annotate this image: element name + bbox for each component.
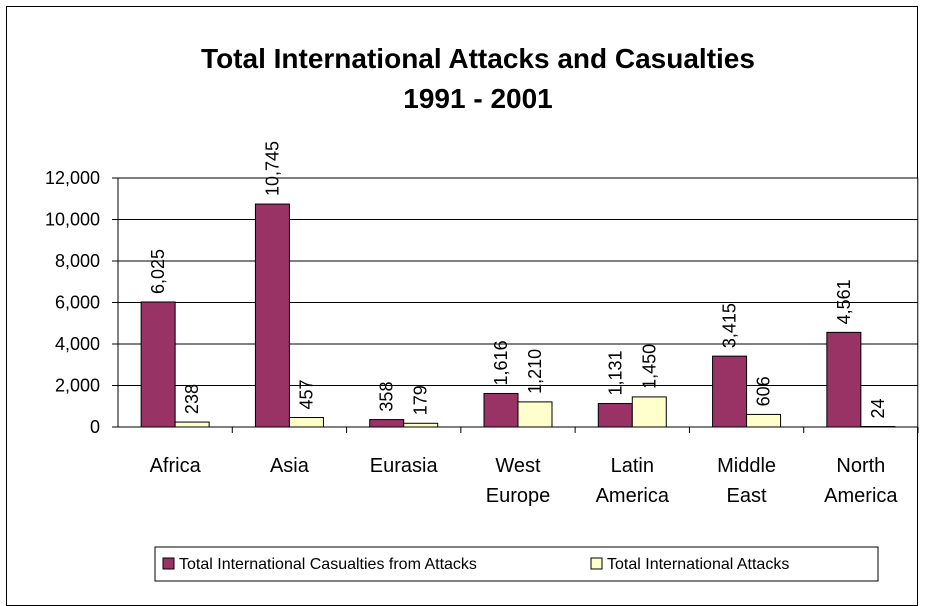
legend-box: [154, 546, 879, 582]
y-tick-label: 10,000: [45, 210, 100, 230]
y-tick-label: 8,000: [55, 251, 100, 271]
data-label: 457: [296, 379, 316, 409]
bar-casualties: [140, 301, 176, 428]
x-category-label: North: [836, 455, 885, 477]
x-category-label: Africa: [150, 455, 202, 477]
data-label: 24: [868, 398, 888, 418]
gridlines: [117, 177, 919, 428]
bars: 6,025 238 10,745 457 358 179 1,616 1,210 1,131 1,…: [140, 141, 896, 428]
x-category-label: Eurasia: [370, 455, 439, 477]
x-category-label: Middle: [717, 455, 776, 477]
chart-title: Total International Attacks and Casualti…: [201, 43, 755, 74]
legend-swatch: [162, 557, 175, 570]
x-category-label: Latin: [611, 455, 654, 477]
bar-casualties: [712, 355, 748, 428]
x-category-label: America: [824, 485, 898, 507]
data-label: 10,745: [262, 141, 282, 196]
data-label: 1,131: [605, 350, 625, 395]
bar-attacks: [631, 396, 667, 428]
data-label: 4,561: [834, 279, 854, 324]
data-label: 6,025: [148, 249, 168, 294]
x-category-label: Asia: [270, 455, 310, 477]
bar-casualties: [254, 203, 290, 428]
y-tick-label: 2,000: [55, 376, 100, 396]
bar-attacks: [746, 413, 782, 428]
legend-label: Total International Casualties from Atta…: [179, 556, 477, 573]
x-category-label: East: [727, 485, 767, 507]
bar-attacks: [174, 421, 210, 428]
data-label: 606: [754, 376, 774, 406]
y-tick-label: 0: [90, 417, 100, 437]
axes: 0 2,000 4,000 6,000 8,000 10,000 12,000 Africa A…: [45, 168, 919, 507]
data-label: 1,210: [525, 349, 545, 394]
bar-casualties: [369, 419, 405, 428]
x-category-label: West: [495, 455, 541, 477]
legend-label: Total International Attacks: [607, 556, 789, 573]
data-label: 3,415: [720, 303, 740, 348]
data-label: 358: [377, 382, 397, 412]
legend-swatch: [590, 557, 603, 570]
y-tick-label: 4,000: [55, 334, 100, 354]
bar-attacks: [517, 401, 553, 428]
chart-subtitle: 1991 - 2001: [403, 83, 552, 114]
y-tick-label: 12,000: [45, 168, 100, 188]
bar-attacks: [288, 417, 324, 428]
legend: Total International Casualties from Atta…: [154, 546, 879, 582]
bar-casualties: [826, 331, 862, 428]
data-label: 238: [182, 384, 202, 414]
data-label: 1,616: [491, 340, 511, 385]
data-label: 1,450: [639, 344, 659, 389]
bar-chart: Total International Attacks and Casualti…: [45, 43, 919, 582]
x-category-label: Europe: [486, 485, 551, 507]
bar-casualties: [597, 403, 633, 428]
y-tick-label: 6,000: [55, 293, 100, 313]
bar-attacks: [403, 422, 439, 428]
data-label: 179: [411, 385, 431, 415]
bar-casualties: [483, 392, 519, 428]
x-category-label: America: [596, 485, 670, 507]
